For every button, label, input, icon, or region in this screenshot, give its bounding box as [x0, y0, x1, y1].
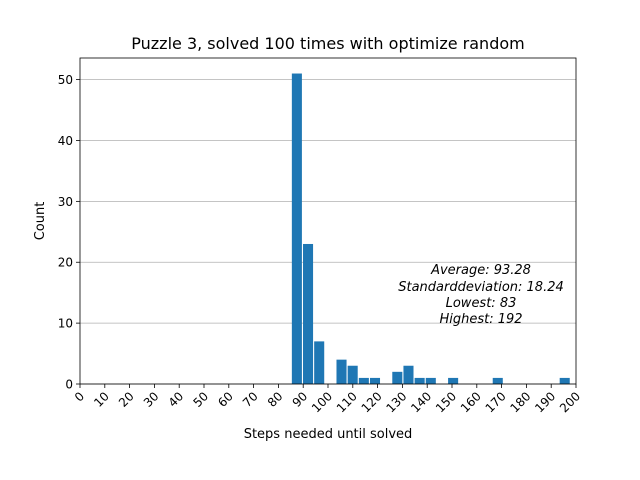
bar-2	[314, 341, 325, 384]
bar-9	[414, 377, 425, 384]
y-tick-label-0: 0	[65, 378, 73, 392]
y-tick-label-3: 30	[58, 195, 73, 209]
standarddeviation-text: Standarddeviation: 18.24	[398, 280, 564, 295]
bar-6	[369, 377, 381, 384]
stats-annotation: Average: 93.28 Standarddeviation: 18.24 …	[398, 263, 564, 327]
y-tick-label-1: 10	[58, 317, 73, 331]
histogram-bars	[291, 73, 570, 385]
y-axis-ticks: 0 10 20 30 40 50	[58, 73, 80, 392]
chart-title: Puzzle 3, solved 100 times with optimize…	[131, 34, 524, 53]
bar-11	[448, 377, 459, 384]
bar-8	[403, 365, 414, 384]
y-tick-label-4: 40	[58, 134, 73, 148]
bar-12	[492, 377, 503, 384]
bar-0	[291, 73, 302, 385]
bar-4	[347, 365, 358, 384]
y-tick-label-2: 20	[58, 256, 73, 270]
x-axis-label: Steps needed until solved	[244, 427, 413, 442]
bar-10	[425, 377, 436, 384]
lowest-text: Lowest: 83	[446, 296, 517, 311]
bar-13	[559, 377, 570, 384]
y-tick-label-5: 50	[58, 73, 73, 87]
bar-5	[358, 377, 369, 384]
bar-7	[392, 371, 403, 384]
highest-text: Highest: 192	[439, 312, 522, 327]
y-axis-label: Count	[33, 202, 48, 241]
bar-1	[303, 243, 314, 384]
average-text: Average: 93.28	[430, 263, 531, 278]
bar-3	[336, 359, 347, 384]
